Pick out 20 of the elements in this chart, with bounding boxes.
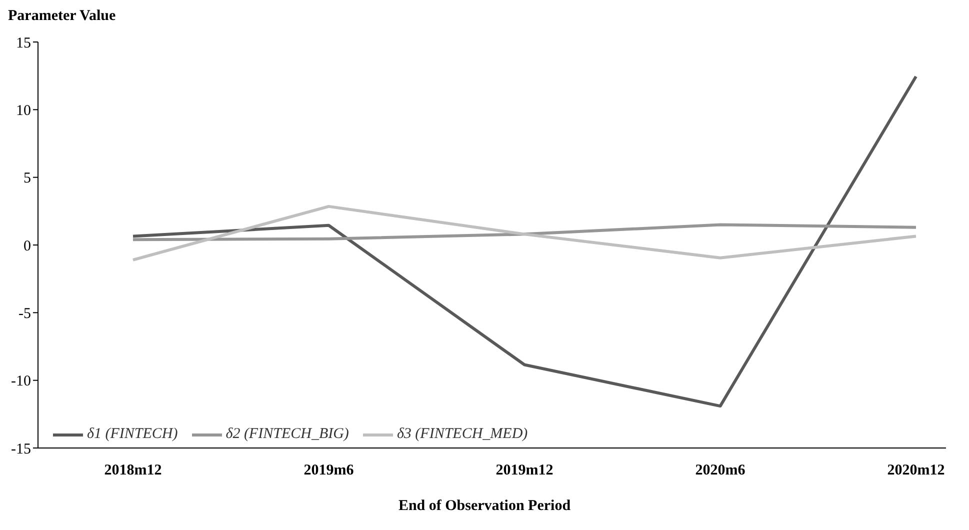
x-tick-label: 2020m12 [887,462,945,479]
y-tick-label: 15 [16,35,31,52]
y-tick-label: -5 [18,306,31,322]
x-axis-title: End of Observation Period [397,498,572,515]
y-tick-label: 0 [24,238,31,254]
y-tick-label: 5 [24,170,31,187]
line-series [132,75,918,408]
y-tick-label: -10 [11,374,31,390]
legend-label: δ1 (FINTECH) [87,426,178,443]
x-tick-label: 2019m12 [496,462,554,479]
y-tick-label: 10 [16,102,31,119]
line-series [132,223,918,242]
x-tick-label: 2019m6 [304,462,354,479]
legend-label: δ3 (FINTECH_MED) [396,426,528,443]
y-tick-label: -15 [11,441,31,458]
legend-label: δ2 (FINTECH_BIG) [226,426,349,443]
y-axis-title: Parameter Value [8,8,116,25]
line-series [132,204,918,262]
x-tick-label: 2018m12 [104,462,162,479]
x-tick-label: 2020m6 [695,462,746,479]
